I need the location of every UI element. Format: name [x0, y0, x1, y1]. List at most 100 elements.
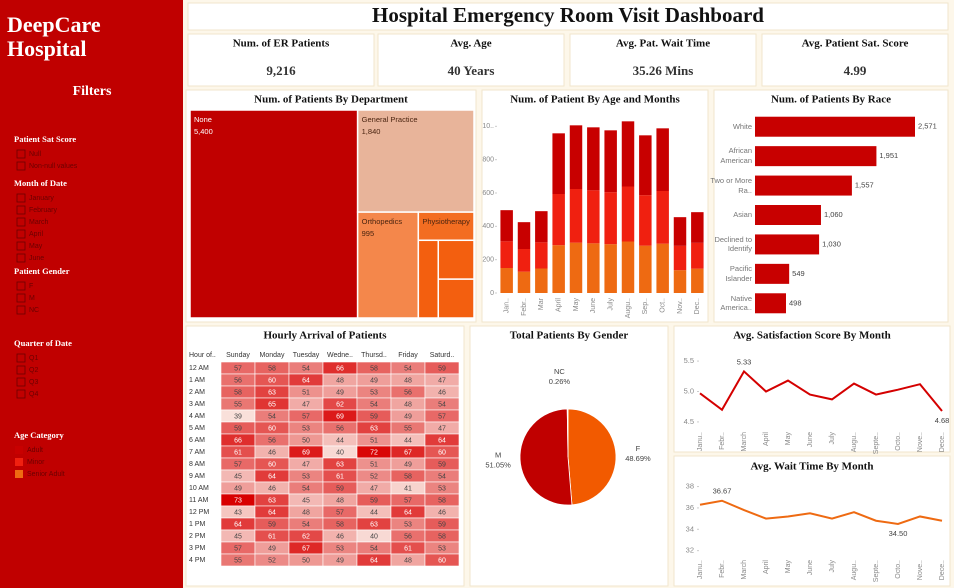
x-tick-label: Septe..	[873, 432, 880, 454]
line	[699, 499, 943, 525]
x-tick-label: Octo..	[895, 432, 902, 451]
heat-value: 62	[302, 533, 310, 540]
bar	[755, 234, 820, 255]
treemap-cell	[417, 239, 440, 319]
bar-segment	[517, 271, 531, 293]
bar-segment	[691, 268, 704, 293]
heat-value: 58	[336, 521, 344, 528]
y-tick-label: 5.0	[684, 386, 694, 395]
value-label: 1,030	[822, 239, 841, 248]
x-tick-label: Sep..	[642, 298, 649, 314]
x-tick-label: April	[763, 432, 770, 446]
treemap-cell	[356, 211, 420, 319]
treemap-label: Physiotherapy	[422, 217, 470, 226]
y-tick-label: 36	[686, 503, 694, 512]
x-tick-label: March	[741, 560, 748, 580]
bar-segment	[569, 189, 583, 243]
pie-value: 0.26%	[549, 377, 571, 386]
heat-value: 48	[302, 509, 310, 516]
y-tick-label: 400	[482, 223, 494, 230]
heat-value: 44	[404, 437, 412, 444]
brand-line: DeepCare	[7, 12, 101, 37]
bar	[755, 293, 786, 314]
chart-title: Num. of Patients By Race	[771, 94, 891, 106]
filter-checkbox[interactable]	[16, 377, 26, 387]
value-label: 498	[789, 298, 802, 307]
filter-checkbox[interactable]	[16, 229, 26, 239]
pie-label: NC	[554, 367, 565, 376]
y-tick-label: 800	[482, 157, 494, 164]
filter-checkbox[interactable]	[16, 353, 26, 363]
kpi-label: Avg. Pat. Wait Time	[616, 38, 710, 50]
filter-item: February	[29, 207, 58, 214]
value-label: 34.50	[889, 529, 908, 538]
filter-checkbox[interactable]	[16, 161, 26, 171]
category-label-box: White	[733, 122, 752, 131]
filter-checkbox[interactable]	[16, 281, 26, 291]
heat-value: 48	[404, 557, 412, 564]
pie-slice	[519, 408, 573, 506]
heat-value: 52	[268, 557, 276, 564]
filter-checkbox[interactable]	[16, 305, 26, 315]
bar-segment	[604, 244, 617, 293]
x-tick-label: Jan..	[504, 298, 511, 313]
bar-segment	[639, 135, 652, 196]
filter-checkbox[interactable]	[16, 293, 26, 303]
heat-value: 63	[370, 521, 378, 528]
filter-heading: Patient Gender	[14, 266, 70, 276]
heat-value: 53	[302, 425, 310, 432]
heat-value: 64	[370, 557, 378, 564]
filter-checkbox[interactable]	[16, 389, 26, 399]
heat-value: 55	[234, 557, 242, 564]
heat-value: 58	[438, 497, 446, 504]
heat-value: 47	[438, 425, 446, 432]
bar-segment	[500, 268, 513, 293]
heat-value: 44	[336, 437, 344, 444]
filter-checkbox[interactable]	[16, 217, 26, 227]
heat-value: 49	[234, 485, 242, 492]
y-tick-label-text: Native America..	[720, 293, 752, 313]
heat-value: 53	[438, 485, 446, 492]
heat-value: 48	[404, 401, 412, 408]
row-label: 5 AM	[189, 425, 205, 432]
heat-value: 54	[302, 521, 310, 528]
filter-checkbox[interactable]	[16, 193, 26, 203]
bar-segment	[691, 212, 704, 243]
kpi-value: 4.99	[844, 63, 867, 78]
heat-value: 58	[234, 389, 242, 396]
row-label: 12 PM	[189, 509, 209, 516]
filter-checkbox[interactable]	[16, 253, 26, 263]
heat-value: 61	[234, 449, 242, 456]
chart-title: Hourly Arrival of Patients	[263, 330, 387, 342]
filter-checkbox[interactable]	[16, 241, 26, 251]
column-header: Sunday	[226, 352, 250, 359]
x-tick-label: Mar	[538, 297, 545, 310]
heat-value: 61	[268, 533, 276, 540]
heat-value: 49	[268, 545, 276, 552]
heat-value: 64	[302, 377, 310, 384]
filter-item: Q4	[29, 391, 38, 398]
heat-value: 54	[302, 365, 310, 372]
heat-value: 57	[404, 497, 412, 504]
row-label: 3 AM	[189, 401, 205, 408]
heat-value: 73	[234, 497, 242, 504]
filter-checkbox[interactable]	[16, 205, 26, 215]
column-header: Wedne..	[327, 352, 353, 359]
heat-value: 56	[404, 533, 412, 540]
kpi-label: Num. of ER Patients	[233, 38, 330, 50]
heat-value: 49	[404, 461, 412, 468]
heat-value: 53	[438, 545, 446, 552]
filter-item: January	[29, 195, 54, 202]
heat-value: 40	[336, 449, 344, 456]
x-tick-label: Nove..	[917, 560, 924, 580]
bar-segment	[621, 121, 635, 187]
heat-value: 60	[438, 557, 446, 564]
filter-checkbox[interactable]	[16, 149, 26, 159]
filter-checkbox[interactable]	[16, 365, 26, 375]
filter-item: Non-null values	[29, 163, 78, 170]
x-tick-label: May	[785, 432, 792, 446]
category-label-box: Native America..	[720, 293, 752, 313]
heat-value: 52	[370, 473, 378, 480]
category-label-box: Pacific Islander	[725, 264, 752, 283]
heat-value: 46	[438, 509, 446, 516]
